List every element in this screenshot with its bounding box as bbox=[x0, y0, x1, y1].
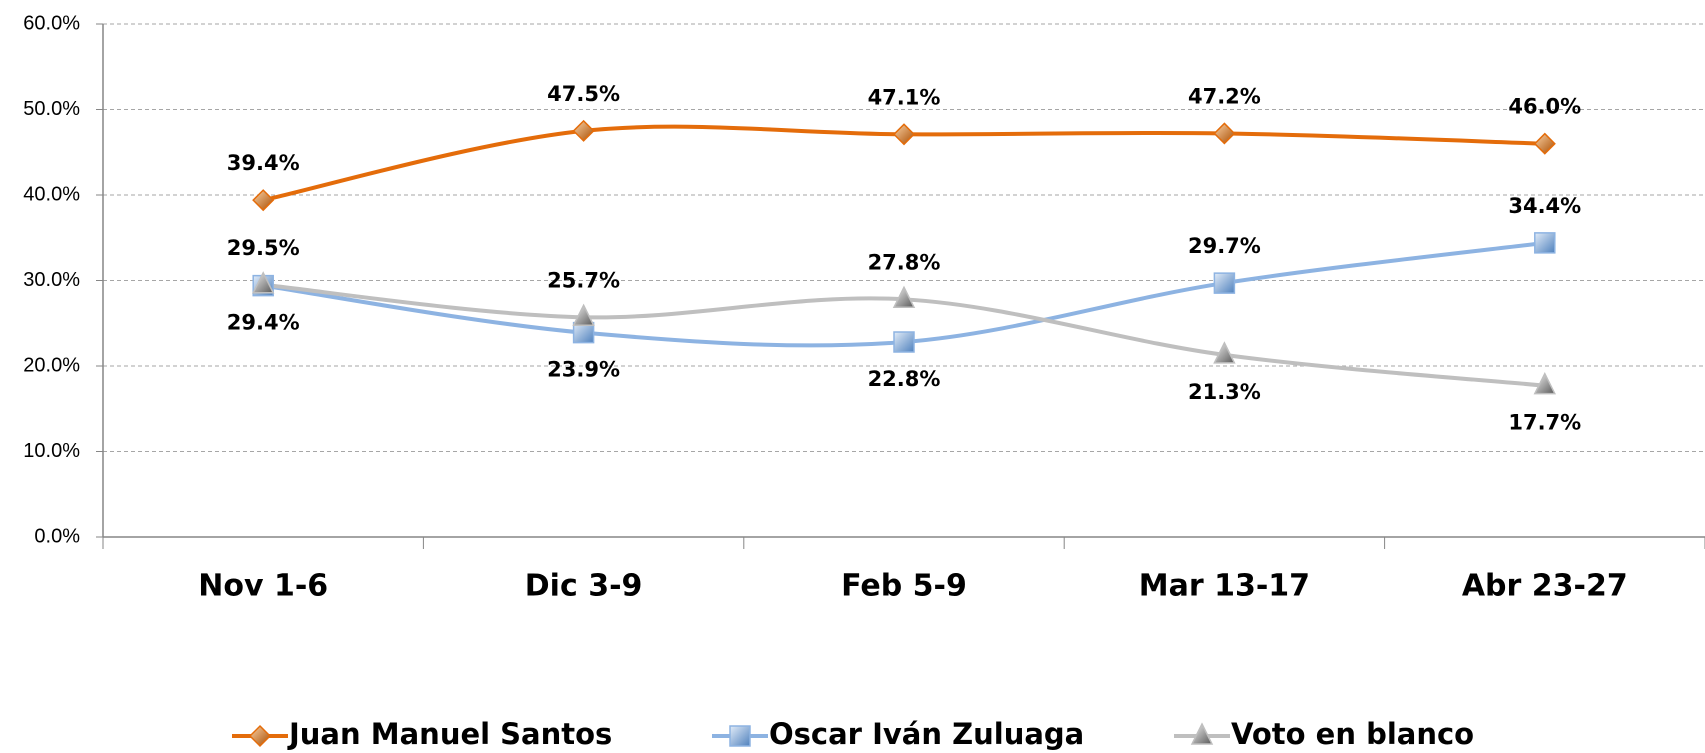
data-point bbox=[572, 303, 595, 327]
legend-label: Juan Manuel Santos bbox=[287, 717, 612, 751]
data-point bbox=[1213, 272, 1236, 294]
data-label: 22.8% bbox=[868, 367, 941, 391]
data-label: 17.7% bbox=[1508, 411, 1581, 435]
data-label: 29.5% bbox=[227, 236, 300, 260]
legend-marker bbox=[248, 724, 272, 748]
y-tick-label: 30.0% bbox=[23, 269, 80, 291]
data-label: 34.4% bbox=[1508, 194, 1581, 218]
data-point bbox=[893, 331, 915, 353]
y-tick-label: 10.0% bbox=[23, 440, 80, 462]
x-tick-label: Dic 3-9 bbox=[525, 569, 643, 604]
data-point bbox=[252, 189, 275, 212]
data-label: 39.4% bbox=[227, 151, 300, 175]
data-label: 25.7% bbox=[547, 268, 620, 292]
y-tick-label: 20.0% bbox=[23, 354, 80, 376]
data-label: 21.3% bbox=[1188, 380, 1261, 404]
data-point bbox=[1533, 132, 1556, 155]
x-tick-label: Mar 13-17 bbox=[1139, 569, 1310, 604]
data-point bbox=[892, 285, 916, 309]
data-label: 47.5% bbox=[547, 82, 620, 106]
data-label: 46.0% bbox=[1508, 95, 1581, 119]
data-point bbox=[1534, 232, 1556, 254]
legend-label: Voto en blanco bbox=[1231, 717, 1474, 751]
y-tick-label: 40.0% bbox=[23, 183, 80, 205]
x-tick-label: Abr 23-27 bbox=[1462, 569, 1628, 604]
data-point bbox=[1533, 371, 1557, 395]
data-label: 27.8% bbox=[868, 250, 941, 274]
legend-label: Oscar Iván Zuluaga bbox=[769, 717, 1084, 751]
y-tick-label: 50.0% bbox=[23, 98, 80, 120]
data-label: 23.9% bbox=[547, 358, 620, 382]
data-label: 29.4% bbox=[227, 311, 300, 335]
data-point bbox=[572, 119, 595, 142]
data-point bbox=[1213, 341, 1236, 364]
data-label: 47.2% bbox=[1188, 84, 1261, 108]
x-tick-label: Nov 1-6 bbox=[198, 569, 328, 604]
data-point bbox=[892, 123, 916, 146]
data-label: 47.1% bbox=[868, 85, 941, 109]
y-tick-label: 60.0% bbox=[23, 12, 80, 34]
data-point bbox=[251, 271, 275, 294]
data-point bbox=[1213, 122, 1236, 145]
y-tick-label: 0.0% bbox=[34, 525, 80, 547]
legend-marker bbox=[1190, 722, 1214, 745]
data-label: 29.7% bbox=[1188, 234, 1261, 258]
x-tick-label: Feb 5-9 bbox=[841, 569, 967, 604]
legend-marker bbox=[729, 725, 751, 747]
